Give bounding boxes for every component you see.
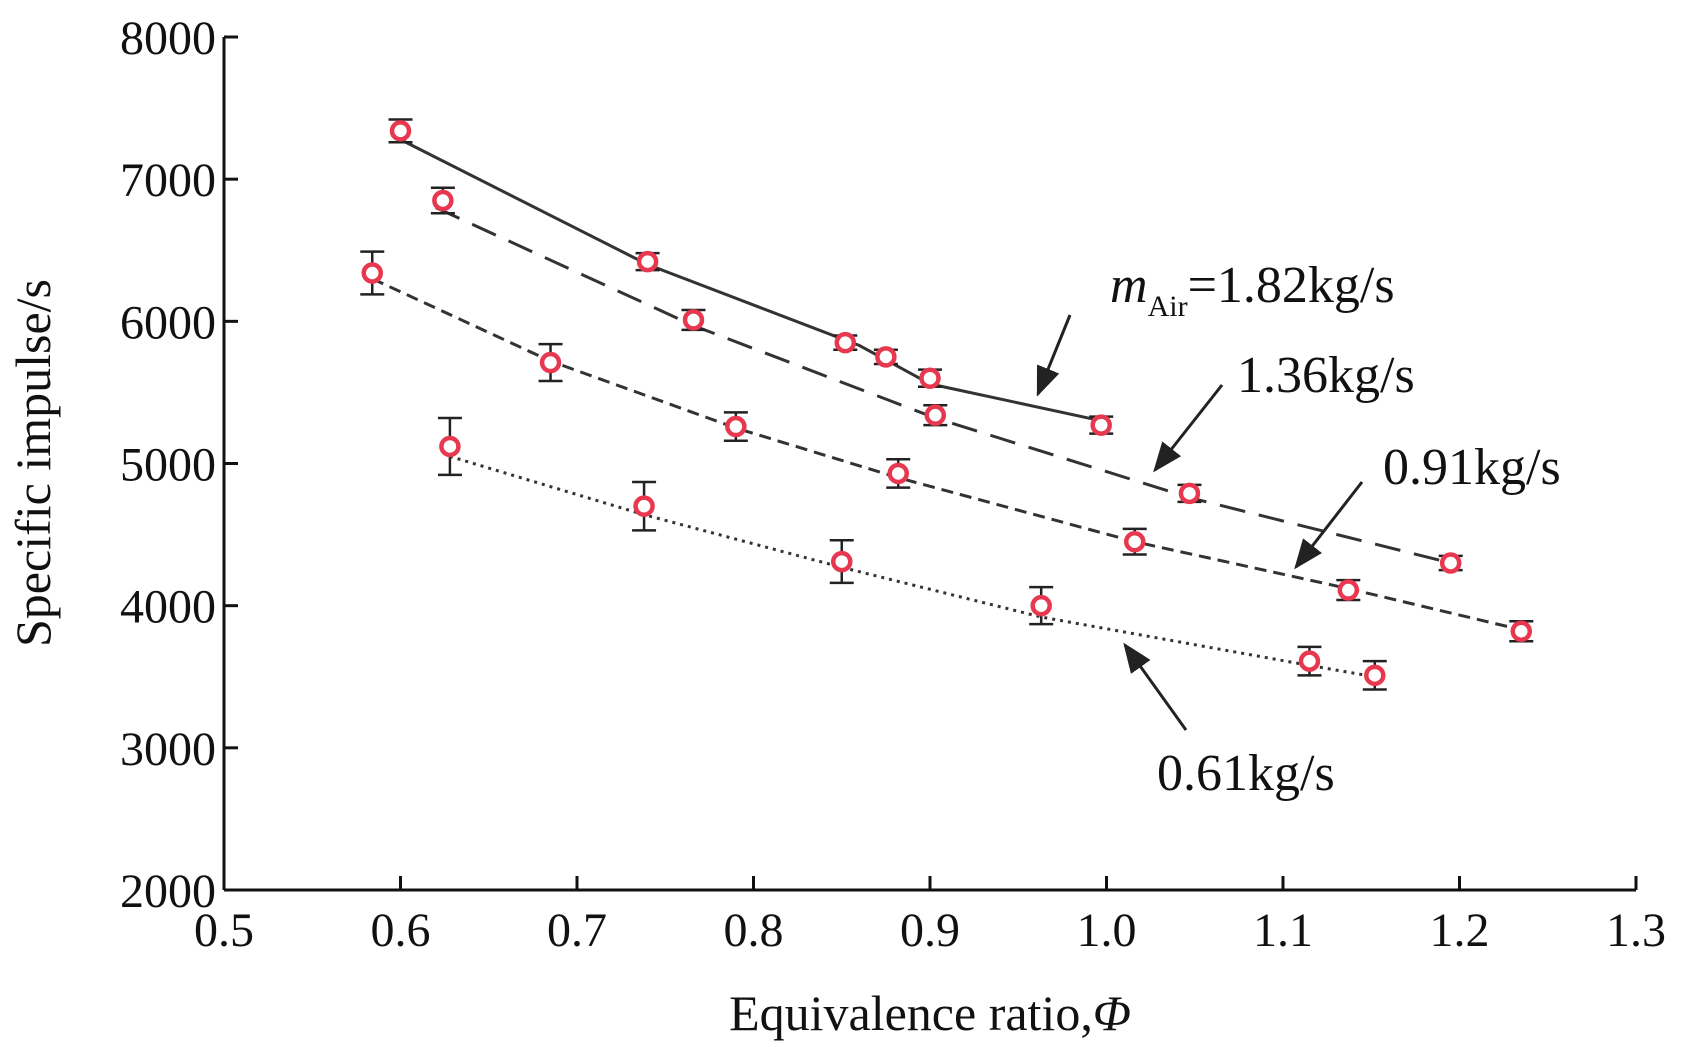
data-point-0-91kg-s (539, 351, 562, 374)
y-ticks: 2000 3000 4000 5000 6000 7000 8000 (120, 12, 238, 918)
data-point-0-61kg-s (1298, 650, 1321, 672)
y-tick-label: 8000 (120, 12, 216, 65)
annotation-1-36: 1.36kg/s (1153, 347, 1415, 473)
x-axis-title: Equivalence ratio,Φ (729, 985, 1131, 1041)
data-point-0-61kg-s (1030, 594, 1052, 617)
y-tick-label: 6000 (120, 296, 216, 349)
annotation-0-61: 0.61kg/s (1123, 642, 1335, 802)
y-tick-label: 4000 (120, 581, 216, 634)
x-axis-label: Equivalence ratio, (729, 985, 1093, 1041)
data-markers (361, 120, 1533, 687)
series-line-1-82kg-s (391, 133, 1102, 423)
series-line-0-91kg-s (371, 277, 1522, 632)
annotation-1-82-value: =1.82kg/s (1188, 257, 1395, 314)
y-tick-label: 2000 (120, 865, 216, 918)
annotation-0-61-arrow (1123, 642, 1188, 731)
x-tick-label: 0.6 (371, 904, 431, 957)
annotation-m-symbol: m (1110, 257, 1148, 314)
x-tick-label: 0.7 (547, 904, 607, 957)
annotation-0-91-text: 0.91kg/s (1383, 439, 1561, 496)
data-point-0-91kg-s (361, 262, 384, 284)
x-tick-label: 1.2 (1430, 904, 1490, 957)
error-bars (360, 118, 1534, 691)
data-point-1-82kg-s (834, 331, 857, 354)
x-axis-phi-symbol: Φ (1093, 985, 1131, 1041)
data-point-0-91kg-s (1510, 620, 1533, 643)
y-tick-label: 3000 (120, 723, 216, 776)
x-tick-label: 0.8 (724, 904, 784, 957)
data-point-0-91kg-s (1123, 530, 1146, 553)
series-line-0-61kg-s (449, 454, 1376, 679)
data-point-0-91kg-s (1337, 579, 1360, 601)
data-point-0-91kg-s (725, 415, 747, 438)
y-tick-label: 7000 (120, 154, 216, 207)
data-point-1-36kg-s (1439, 552, 1462, 574)
data-point-1-36kg-s (432, 189, 454, 212)
data-point-0-61kg-s (1364, 664, 1386, 687)
data-point-1-82kg-s (875, 346, 897, 368)
y-tick-label: 5000 (120, 439, 216, 492)
data-point-0-61kg-s (439, 435, 461, 458)
x-tick-label: 0.5 (194, 904, 254, 957)
x-tick-label: 1.1 (1253, 904, 1313, 957)
data-point-1-36kg-s (1178, 482, 1201, 505)
data-point-1-82kg-s (389, 120, 412, 142)
data-point-1-82kg-s (636, 250, 659, 273)
data-point-0-91kg-s (887, 462, 909, 485)
annotation-1-82: mAir=1.82kg/s (1036, 257, 1395, 397)
y-axis-title: Specific impulse/s (5, 279, 61, 647)
annotation-0-91: 0.91kg/s (1294, 439, 1561, 570)
annotation-1-82-text: mAir=1.82kg/s (1110, 257, 1395, 323)
annotation-1-36-arrow (1153, 384, 1224, 473)
data-point-1-36kg-s (924, 404, 947, 426)
data-point-1-82kg-s (1090, 414, 1112, 436)
annotation-1-82-arrow (1036, 314, 1072, 397)
annotation-0-91-arrow (1294, 481, 1364, 570)
data-point-0-61kg-s (831, 550, 853, 573)
data-point-0-61kg-s (633, 495, 655, 517)
annotation-0-61-text: 0.61kg/s (1157, 745, 1335, 802)
x-ticks: 0.5 0.6 0.7 0.8 0.9 1.0 1.1 1.2 1.3 (194, 876, 1666, 957)
x-tick-label: 0.9 (900, 904, 960, 957)
annotation-subscript: Air (1148, 290, 1188, 323)
data-point-1-36kg-s (682, 309, 705, 331)
x-tick-label: 1.3 (1606, 904, 1666, 957)
annotation-1-36-text: 1.36kg/s (1237, 347, 1415, 404)
data-point-1-82kg-s (919, 367, 941, 389)
x-tick-label: 1.0 (1077, 904, 1137, 957)
